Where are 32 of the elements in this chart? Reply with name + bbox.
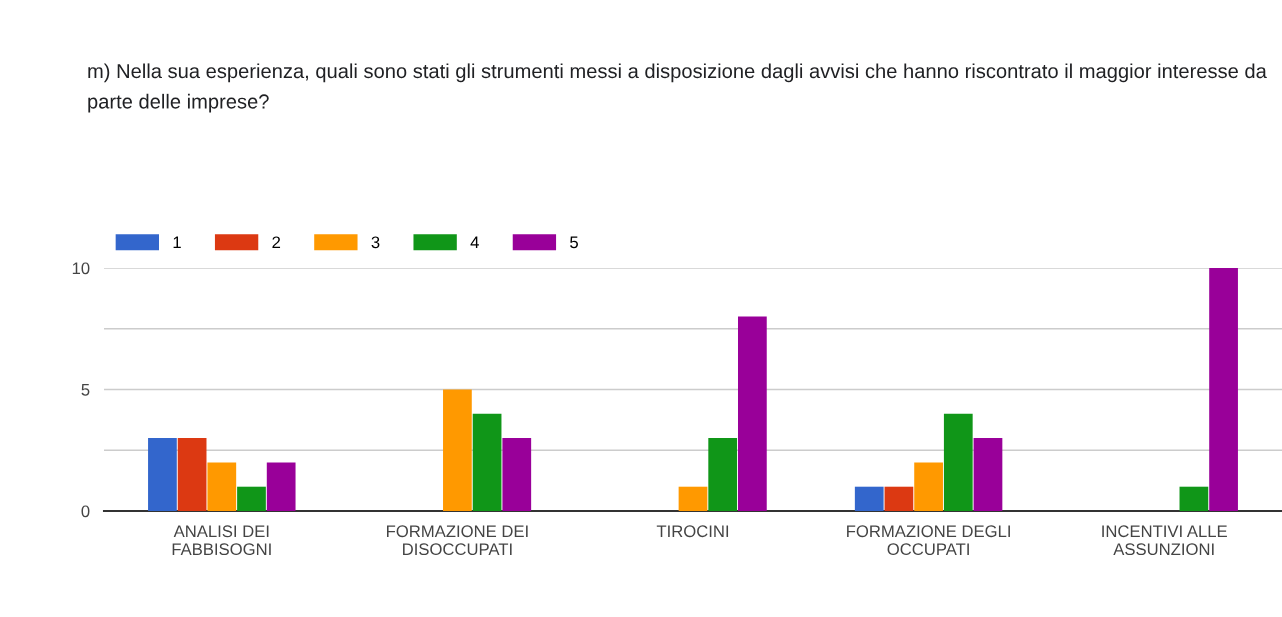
bar xyxy=(472,413,502,511)
x-tick-label: TIROCINI xyxy=(656,525,729,538)
y-tick-label: 5 xyxy=(81,384,90,396)
bar xyxy=(943,413,973,511)
legend-label: 5 xyxy=(570,236,578,249)
y-tick-label: 10 xyxy=(72,262,90,275)
bar xyxy=(738,316,767,511)
bar xyxy=(854,486,884,511)
bar xyxy=(1209,268,1238,511)
bar xyxy=(443,389,472,511)
bar xyxy=(884,486,914,511)
bar xyxy=(266,462,296,511)
bar xyxy=(237,486,266,511)
x-tick-label: FORMAZIONE DEGLI OCCUPATI xyxy=(847,525,1010,556)
bar xyxy=(1179,486,1209,511)
bar xyxy=(148,438,177,511)
chart-title: m) Nella sua esperienza, quali sono stati gli strumenti messi a disposizione dagli avvisi che hanno riscontrato il maggior interesse da parte delle imprese? xyxy=(88,63,1267,113)
bar xyxy=(678,486,708,511)
legend-label: 1 xyxy=(173,236,181,249)
legend-label: 4 xyxy=(470,236,479,249)
legend-label: 2 xyxy=(272,236,281,249)
bar xyxy=(502,438,532,511)
x-tick-label: ANALISI DEI FABBISOGNI xyxy=(172,525,271,556)
bar xyxy=(207,462,237,511)
x-tick-label: FORMAZIONE DEI DISOCCUPATI xyxy=(387,525,528,556)
bar xyxy=(177,438,207,511)
bar xyxy=(914,462,943,511)
x-tick-label: INCENTIVI ALLE ASSUNZIONI xyxy=(1102,525,1227,556)
bar xyxy=(973,438,1003,511)
legend-label: 3 xyxy=(371,236,380,249)
bar xyxy=(708,438,738,511)
y-tick-label: 0 xyxy=(81,505,90,518)
